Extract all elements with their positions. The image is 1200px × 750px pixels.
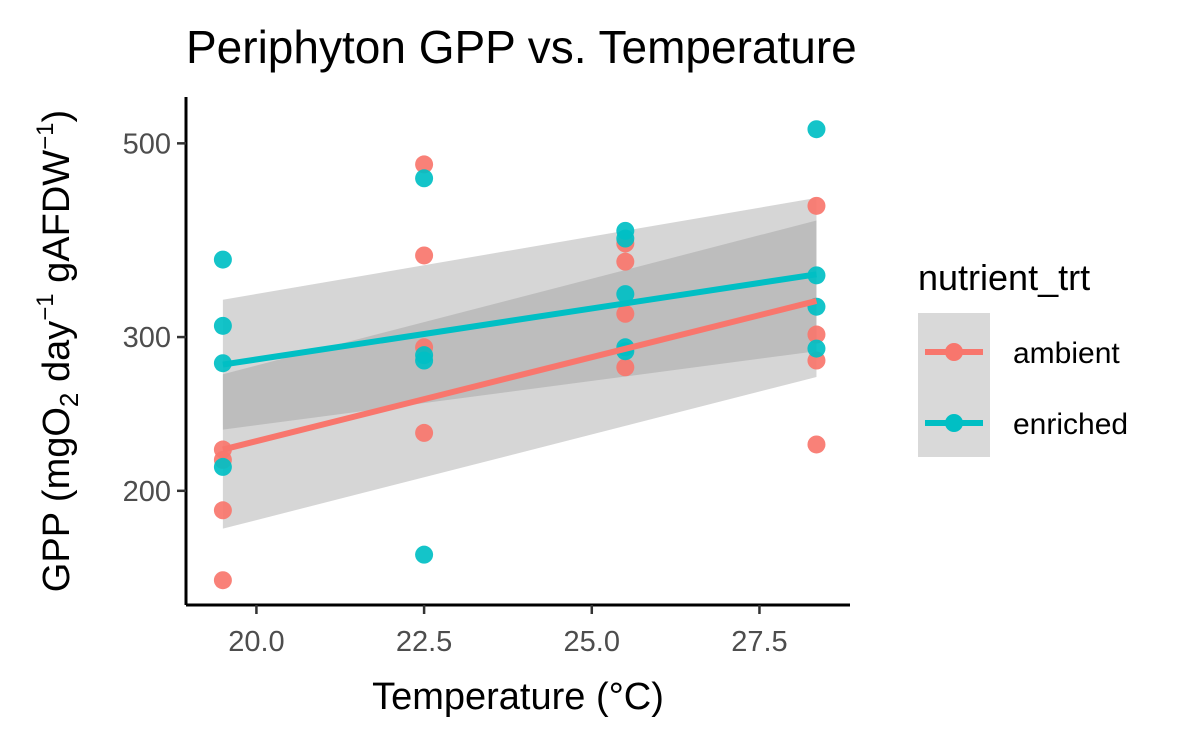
fit-lines (222, 271, 818, 453)
data-point-ambient (415, 423, 434, 442)
legend-key-point-ambient (945, 343, 963, 361)
legend-label-enriched: enriched (1013, 408, 1128, 441)
plot-panel (213, 120, 826, 590)
legend-title: nutrient_trt (918, 257, 1090, 298)
confidence-bands (222, 197, 817, 529)
y-axis-title-sup: −1 (32, 293, 59, 320)
data-point-enriched (213, 316, 232, 335)
y-axis-title-part: day (36, 321, 78, 393)
x-tick-label: 27.5 (731, 626, 787, 658)
data-point-enriched (213, 457, 232, 476)
confidence-band-enriched (222, 197, 817, 430)
data-point-enriched (415, 346, 434, 365)
legend-key-background (918, 313, 990, 457)
legend-items: ambient enriched (925, 337, 1128, 441)
legend-key-point-enriched (945, 414, 963, 432)
data-point-enriched (807, 339, 826, 358)
data-point-ambient (616, 252, 635, 271)
legend: nutrient_trt ambient enriched (918, 257, 1128, 457)
y-axis-title-part: GPP (mgO (36, 407, 78, 592)
x-axis-ticks: 20.0 22.5 25.0 27.5 (228, 605, 788, 658)
data-point-enriched (616, 221, 635, 240)
y-axis-title: GPP (mgO2 day−1 gAFDW−1) (32, 110, 84, 592)
y-tick-label: 500 (123, 128, 171, 160)
x-tick-label: 20.0 (228, 626, 284, 658)
y-axis-title-sup: −1 (32, 122, 59, 149)
legend-label-ambient: ambient (1013, 337, 1120, 370)
data-point-ambient (213, 571, 232, 590)
fit-line-ambient (222, 298, 818, 453)
y-axis-title-part: gAFDW (36, 150, 78, 294)
data-point-ambient (807, 435, 826, 454)
data-point-enriched (213, 250, 232, 269)
data-point-ambient (616, 358, 635, 377)
data-point-ambient (415, 246, 434, 265)
data-point-ambient (213, 501, 232, 520)
data-point-enriched (616, 285, 635, 304)
data-point-enriched (415, 545, 434, 564)
y-axis-ticks: 200 300 500 (123, 128, 186, 508)
data-point-enriched (415, 169, 434, 188)
y-tick-label: 200 (123, 476, 171, 508)
x-axis-title: Temperature (°C) (372, 676, 664, 718)
data-point-ambient (807, 325, 826, 344)
data-point-ambient (616, 304, 635, 323)
data-point-enriched (807, 120, 826, 139)
fit-line-enriched (222, 271, 817, 368)
y-tick-label: 300 (123, 322, 171, 354)
data-point-ambient (415, 155, 434, 174)
data-point-ambient (807, 196, 826, 215)
y-axis-title-sub: 2 (54, 393, 84, 407)
x-tick-label: 25.0 (564, 626, 620, 658)
chart-title: Periphyton GPP vs. Temperature (186, 21, 857, 73)
x-tick-label: 22.5 (396, 626, 452, 658)
data-points (213, 120, 826, 590)
y-axis-title-part: ) (36, 110, 78, 123)
